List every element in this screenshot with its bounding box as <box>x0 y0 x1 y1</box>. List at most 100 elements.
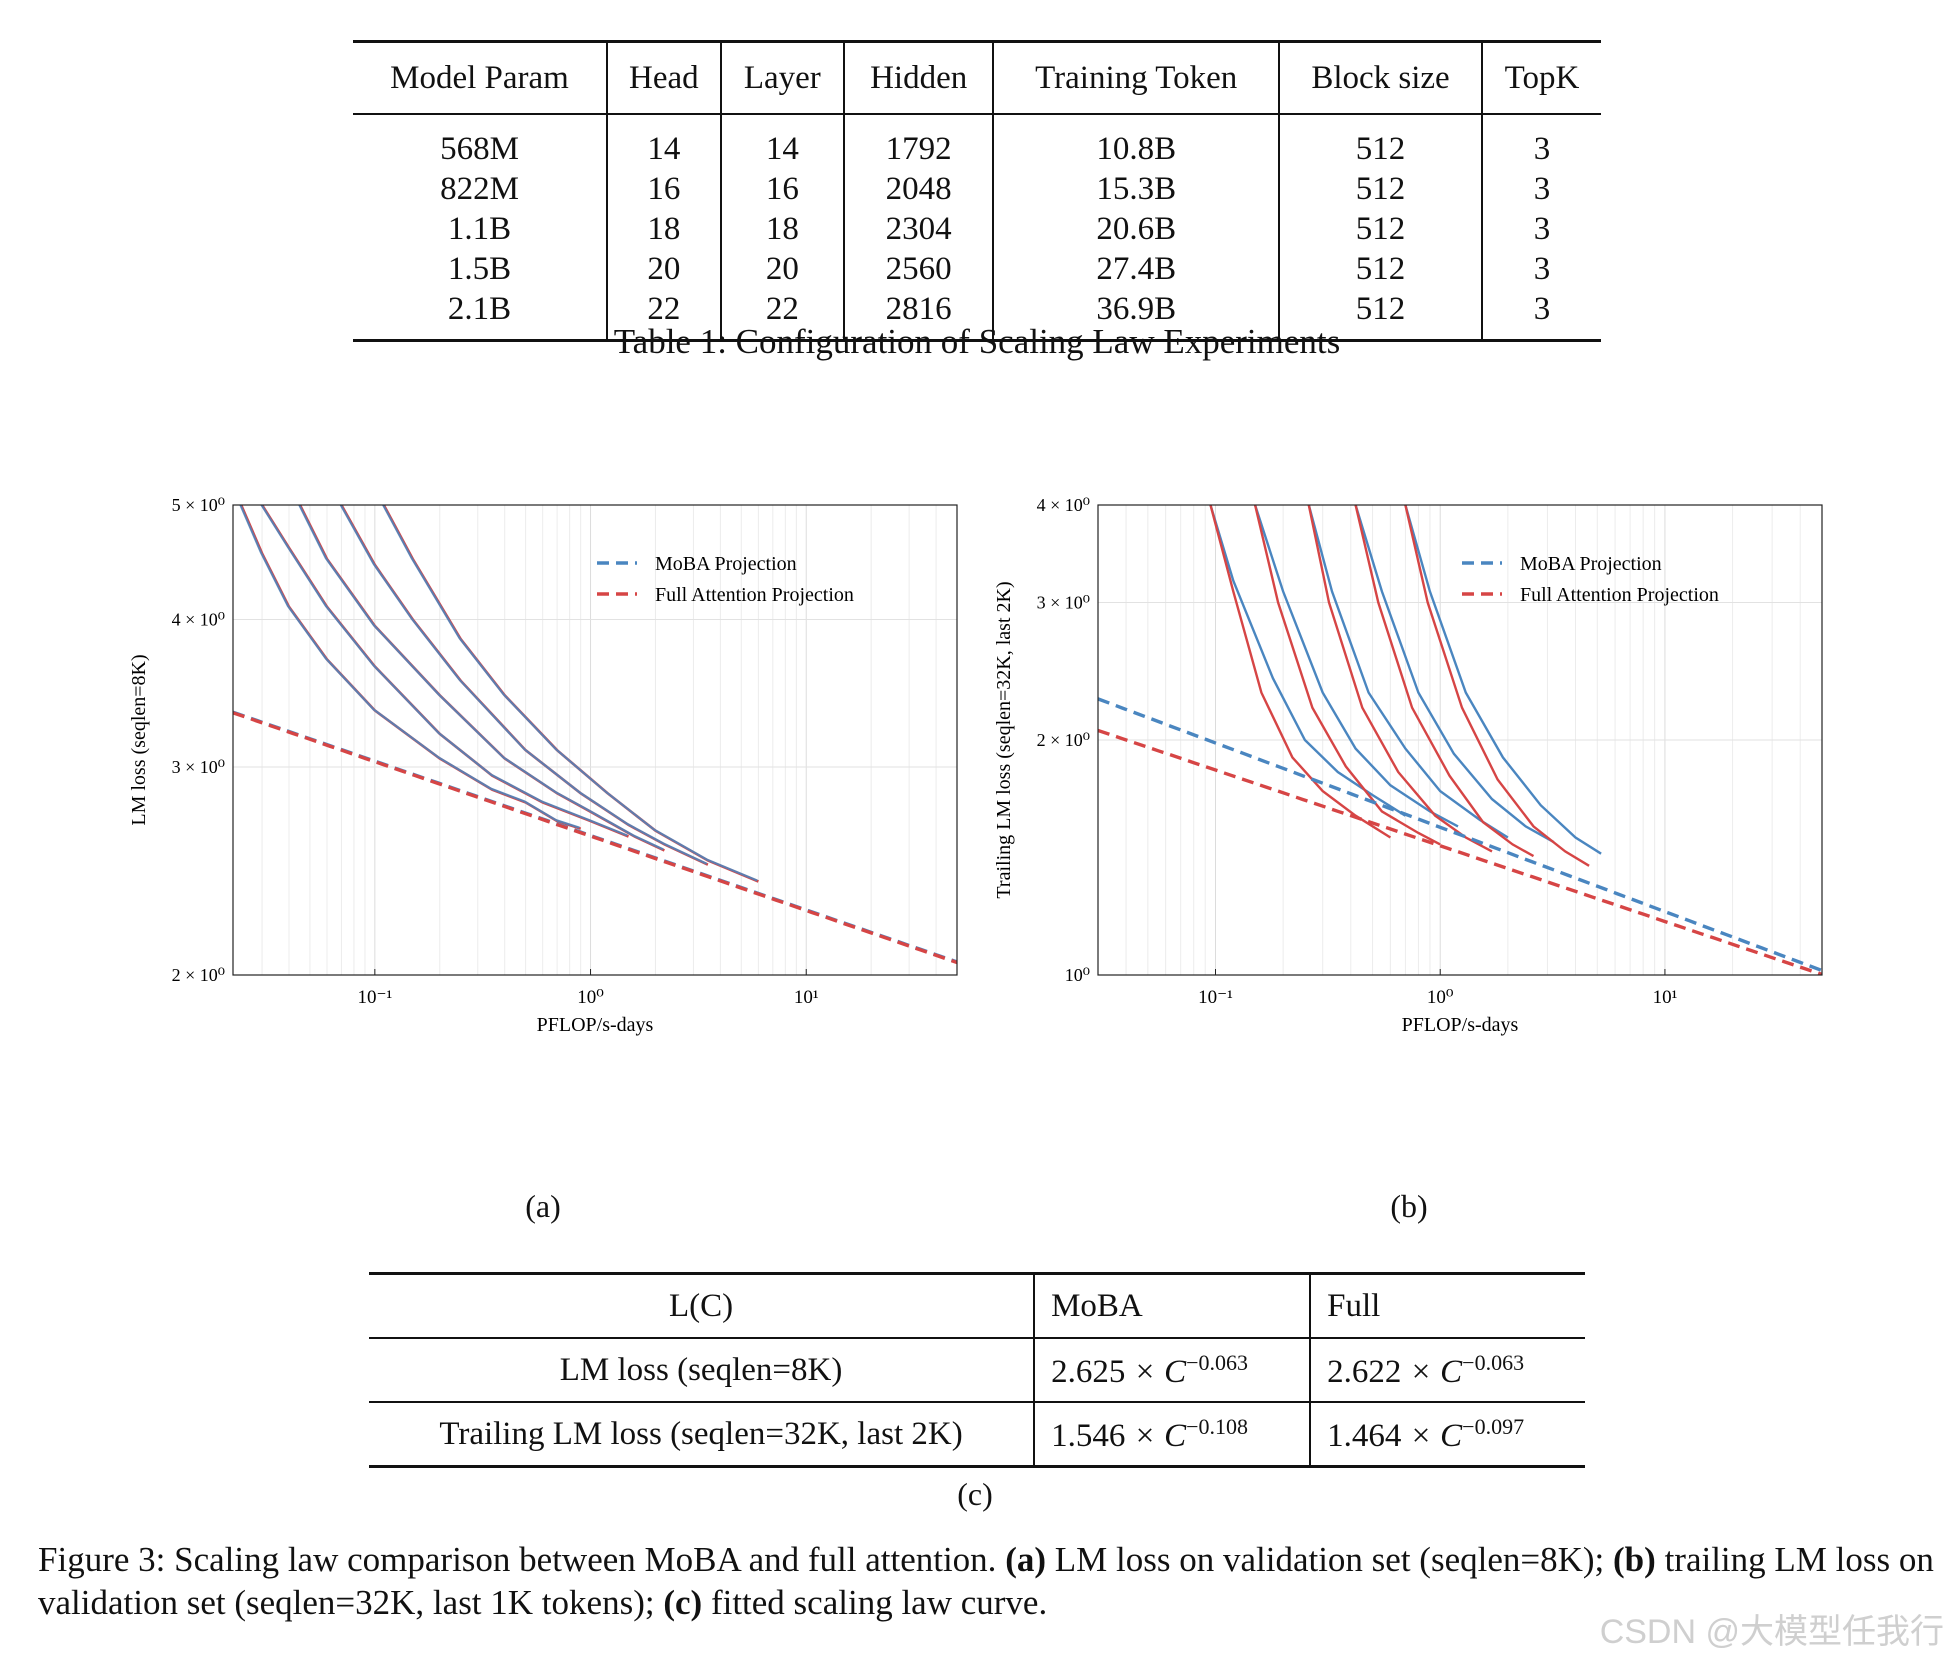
table1-header: TopK <box>1481 40 1601 115</box>
chart-a-label: (a) <box>525 1188 561 1224</box>
coef: 2.625 <box>1051 1353 1126 1390</box>
full-training-curve <box>1307 505 1493 853</box>
y-tick-label: 2 × 10⁰ <box>1037 730 1090 750</box>
tablec-row-label: LM loss (seqlen=8K) <box>369 1338 1036 1403</box>
table-cell: 10.8B <box>993 114 1281 169</box>
chart-a-svg: 10⁻¹ 10⁰ 10¹ 2 × 10⁰ 3 × 10⁰ 4 × 10⁰ 5 × 10⁰ PF… <box>128 495 958 1036</box>
table-row: 1.1B 18 18 2304 20.6B 512 3 <box>353 209 1601 249</box>
table-cell: 20 <box>720 249 845 289</box>
projection-line <box>1098 697 1822 973</box>
chart-b: 10⁻¹ 10⁰ 10¹ 10⁰ 2 × 10⁰ 3 × 10⁰ 4 × 10⁰ PFLOP/… <box>968 490 1848 1095</box>
chart-b-label: (b) <box>1390 1188 1428 1224</box>
x-axis-label: PFLOP/s-days <box>537 1014 654 1036</box>
full-training-curve <box>340 505 709 866</box>
plot-frame <box>1097 504 1823 976</box>
times-c: × C <box>1133 1353 1187 1390</box>
coef: 1.546 <box>1051 1417 1126 1454</box>
tablec-header: L(C) <box>369 1272 1036 1339</box>
table1-header: Block size <box>1279 40 1483 115</box>
table-cell: 512 <box>1279 209 1483 249</box>
table-cell: 14 <box>720 114 845 169</box>
x-tick-label: 10¹ <box>794 987 819 1008</box>
legend-full-label: Full Attention Projection <box>655 584 854 606</box>
table-row: LM loss (seqlen=8K) 2.625 × C−0.063 2.62… <box>369 1338 1585 1403</box>
table-cell: 2.1B <box>353 289 608 342</box>
chart-b-svg: 10⁻¹ 10⁰ 10¹ 10⁰ 2 × 10⁰ 3 × 10⁰ 4 × 10⁰ PFLOP/… <box>993 495 1823 1036</box>
tablec-row-label: Trailing LM loss (seqlen=32K, last 2K) <box>369 1402 1036 1468</box>
table-row: 1.5B 20 20 2560 27.4B 512 3 <box>353 249 1601 289</box>
x-tick-label: 10⁰ <box>1427 987 1454 1008</box>
table1-header: Head <box>606 40 722 115</box>
y-tick-label: 2 × 10⁰ <box>172 965 225 985</box>
table-row: 822M 16 16 2048 15.3B 512 3 <box>353 169 1601 209</box>
table-cell: 36.9B <box>993 289 1281 342</box>
table-cell: 3 <box>1481 289 1601 342</box>
table-cell: 14 <box>606 114 722 169</box>
table-cell: 512 <box>1279 169 1483 209</box>
projection-line <box>1098 728 1822 975</box>
table-cell: 512 <box>1279 289 1483 342</box>
coef: 2.622 <box>1327 1353 1402 1390</box>
table-cell: 1.1B <box>353 209 608 249</box>
moba-training-curve <box>239 505 580 829</box>
y-tick-label: 4 × 10⁰ <box>172 609 225 629</box>
y-axis-label: Trailing LM loss (seqlen=32K, last 2K) <box>993 581 1015 898</box>
y-axis-label: LM loss (seqlen=8K) <box>128 654 150 825</box>
y-tick-label: 10⁰ <box>1065 965 1090 985</box>
table-cell: 27.4B <box>993 249 1281 289</box>
moba-training-curve <box>1209 505 1407 817</box>
table-cell: 512 <box>1279 114 1483 169</box>
moba-training-curve <box>260 505 628 837</box>
table-cell: 20.6B <box>993 209 1281 249</box>
legend-full-label: Full Attention Projection <box>1520 584 1719 606</box>
caption-a-tag: (a) <box>1005 1540 1046 1579</box>
moba-training-curve <box>1307 505 1509 839</box>
tablec-full-formula: 1.464 × C−0.097 <box>1310 1402 1585 1468</box>
chart-a: 10⁻¹ 10⁰ 10¹ 2 × 10⁰ 3 × 10⁰ 4 × 10⁰ 5 × 10⁰ PF… <box>100 490 980 1095</box>
table1-header: Model Param <box>353 40 608 115</box>
times-c: × C <box>1409 1353 1463 1390</box>
table-row: 2.1B 22 22 2816 36.9B 512 3 <box>353 289 1601 342</box>
table-cell: 20 <box>606 249 722 289</box>
x-tick-label: 10⁻¹ <box>357 987 392 1008</box>
table-cell: 18 <box>606 209 722 249</box>
table-cell: 2304 <box>843 209 995 249</box>
exponent: −0.063 <box>1462 1349 1525 1375</box>
times-c: × C <box>1133 1417 1187 1454</box>
moba-training-curve <box>1404 505 1602 855</box>
figure-caption: Figure 3: Scaling law comparison between… <box>38 1538 1938 1624</box>
table-cell: 568M <box>353 114 608 169</box>
table1-header: Hidden <box>843 40 995 115</box>
table-cell: 18 <box>720 209 845 249</box>
table-cell: 22 <box>606 289 722 342</box>
y-tick-label: 4 × 10⁰ <box>1037 495 1090 515</box>
table-cell: 512 <box>1279 249 1483 289</box>
tablec-label: (c) <box>957 1476 993 1512</box>
projection-line <box>233 711 957 965</box>
moba-training-curve <box>1354 505 1555 844</box>
tablec-moba-formula: 1.546 × C−0.108 <box>1034 1402 1312 1468</box>
exponent: −0.063 <box>1186 1349 1249 1375</box>
caption-b-tag: (b) <box>1613 1540 1656 1579</box>
table1-header: Training Token <box>993 40 1281 115</box>
caption-lead: Figure 3: Scaling law comparison between… <box>38 1540 1006 1579</box>
caption-a-text: LM loss on validation set (seqlen=8K); <box>1046 1540 1614 1579</box>
table-cell: 15.3B <box>993 169 1281 209</box>
table-cell: 1.5B <box>353 249 608 289</box>
caption-c-tag: (c) <box>663 1583 703 1622</box>
tablec-header: MoBA <box>1034 1272 1312 1339</box>
full-training-curve <box>1253 505 1441 846</box>
exponent: −0.108 <box>1186 1413 1249 1439</box>
table-cell: 22 <box>720 289 845 342</box>
coef: 1.464 <box>1327 1417 1402 1454</box>
x-axis-label: PFLOP/s-days <box>1402 1014 1519 1036</box>
plot-frame <box>232 504 958 976</box>
table-cell: 2560 <box>843 249 995 289</box>
times-c: × C <box>1409 1417 1463 1454</box>
y-tick-label: 3 × 10⁰ <box>172 757 225 777</box>
moba-training-curve <box>339 505 708 865</box>
table-cell: 3 <box>1533 171 1551 207</box>
table-cell: 3 <box>1533 131 1551 167</box>
y-tick-label: 3 × 10⁰ <box>1037 593 1090 613</box>
moba-training-curve <box>381 505 758 882</box>
